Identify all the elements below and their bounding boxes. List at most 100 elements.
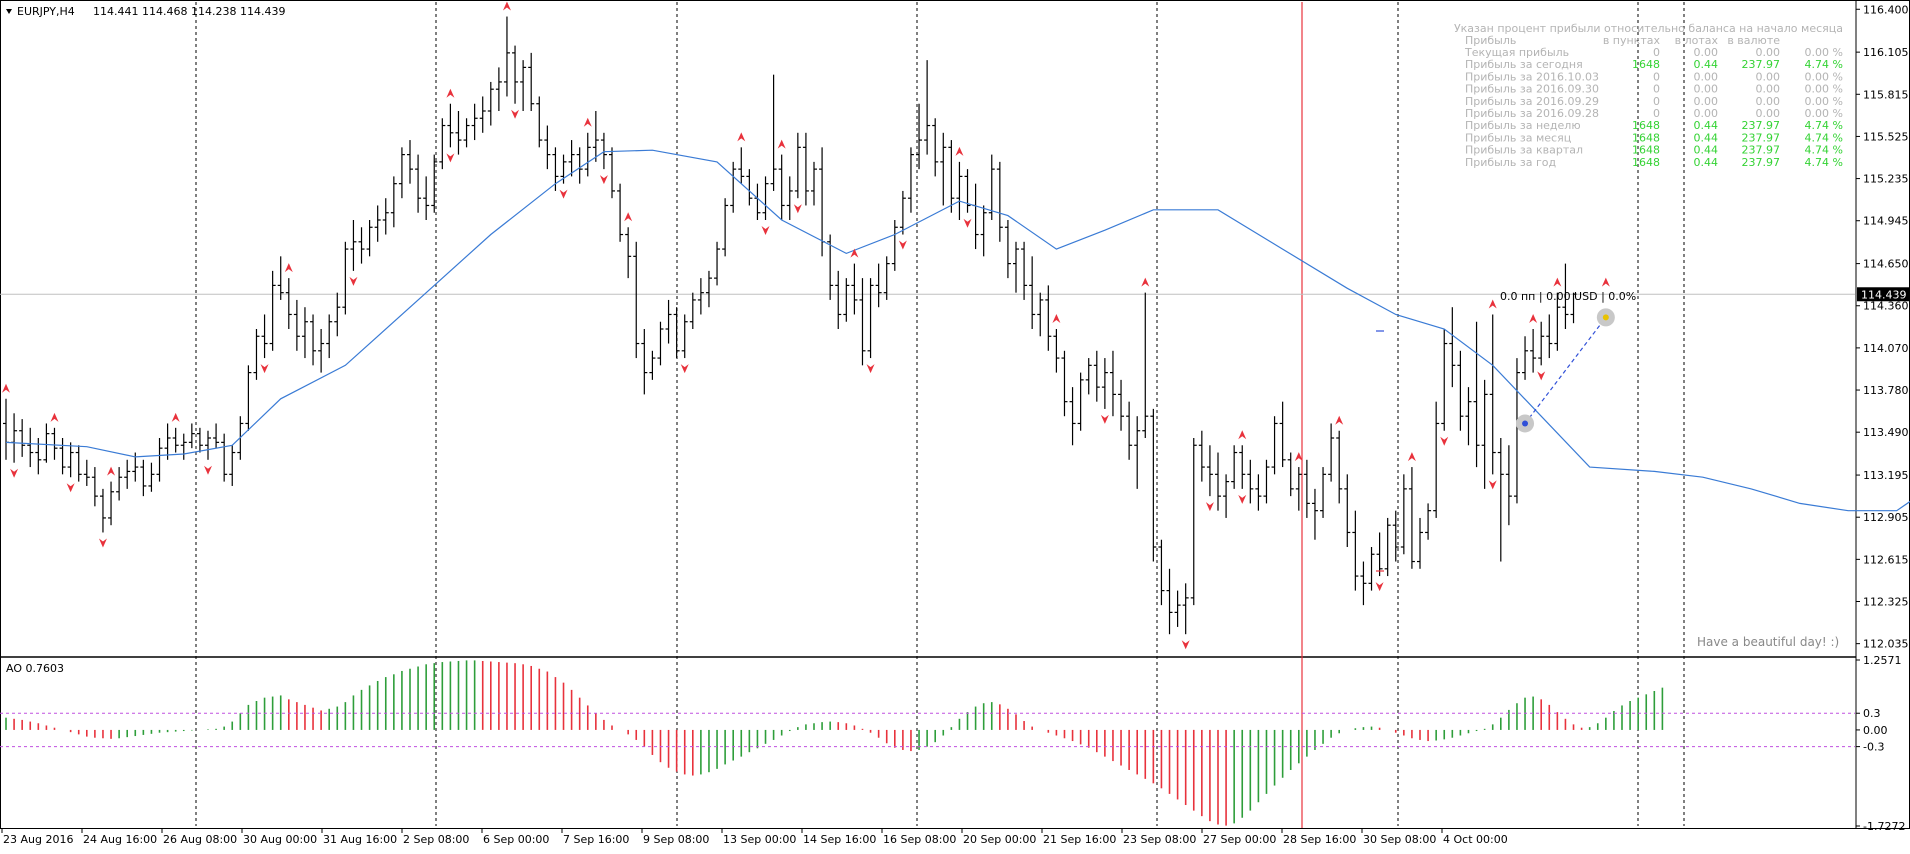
stats-row-currency: 0.00	[1756, 46, 1781, 59]
ohlc-bar	[1513, 358, 1520, 504]
ohlc-bar	[19, 419, 26, 457]
time-tick-label: 16 Sep 08:00	[883, 833, 956, 846]
fractal-down-arrow	[599, 175, 608, 185]
stats-row-label: Прибыль за месяц	[1465, 131, 1571, 144]
price-tick-label: 114.650	[1863, 258, 1909, 271]
fractal-down-arrow	[10, 468, 19, 478]
chevron-down-icon[interactable]	[6, 9, 12, 14]
stats-row: Прибыль за 2016.10.03 0 0.00 0.00 0.00 %	[1465, 70, 1843, 83]
ohlc-bar	[1538, 321, 1545, 366]
stats-header-cell: Прибыль	[1465, 34, 1516, 47]
stats-row-percent: 0.00 %	[1805, 107, 1843, 120]
ao-tick-label: 1.2571	[1863, 654, 1902, 667]
ohlc-bar	[269, 270, 276, 351]
ohlc-bar	[1279, 401, 1286, 468]
price-tick-label: 112.905	[1863, 511, 1909, 524]
stats-row-lots: 0.44	[1694, 144, 1719, 157]
fractal-down-arrow	[559, 189, 568, 199]
stats-row-percent: 0.00 %	[1805, 83, 1843, 96]
ohlc-bar	[310, 314, 317, 366]
ohlc-bar	[59, 438, 66, 475]
profit-stats-panel: Указан процент прибыли относительно бала…	[1454, 22, 1843, 169]
time-tick-label: 2 Sep 08:00	[403, 833, 469, 846]
stats-row: Прибыль за квартал 1648 0.44 237.97 4.74 %	[1465, 144, 1843, 157]
pnl-summary-label: 0.0 пп | 0.00 USD | 0.0%	[1500, 290, 1636, 303]
ohlc-bar	[205, 430, 211, 460]
ohlc-bar	[520, 60, 527, 111]
ao-tick-label: -1.7272	[1863, 820, 1905, 833]
time-tick-label: 30 Sep 08:00	[1363, 833, 1436, 846]
ohlc-bar	[1190, 438, 1197, 606]
ohlc-bar	[1554, 292, 1561, 351]
ohlc-bar	[1150, 408, 1157, 562]
ohlc-bar	[1287, 452, 1294, 497]
chart-frame	[0, 0, 1910, 829]
ohlc-bar	[172, 427, 179, 453]
ohlc-bar	[124, 459, 131, 489]
ohlc-bar	[213, 423, 220, 449]
ohlc-bar	[1263, 459, 1270, 504]
ohlc-bar	[762, 176, 769, 220]
ohlc-bar	[940, 132, 947, 206]
fractal-up-arrow	[171, 412, 180, 422]
ohlc-bar	[722, 198, 729, 257]
ohlc-bar	[1489, 314, 1496, 475]
fractal-up-arrow	[1141, 277, 1150, 287]
stats-row-percent: 4.74 %	[1805, 119, 1843, 132]
stats-row-currency: 0.00	[1756, 83, 1781, 96]
fractal-down-arrow	[98, 538, 107, 548]
ohlc-bar	[730, 161, 737, 213]
time-tick-label: 13 Sep 00:00	[723, 833, 796, 846]
ohlc-bar	[1522, 336, 1529, 380]
ohlc-bar	[811, 161, 817, 206]
fractal-up-arrow	[1294, 452, 1303, 462]
ohlc-values-label: 114.441 114.468 114.238 114.439	[93, 5, 285, 18]
fractal-down-arrow	[1488, 480, 1497, 490]
ohlc-bar	[277, 256, 284, 300]
fractal-up-arrow	[737, 132, 746, 142]
ohlc-bar	[665, 299, 672, 344]
ohlc-bar	[1441, 329, 1448, 431]
ohlc-bar	[366, 220, 373, 257]
ohlc-bar	[1004, 220, 1011, 279]
ohlc-bar	[641, 329, 648, 395]
stats-row-lots: 0.44	[1694, 119, 1719, 132]
ohlc-bar	[1118, 379, 1125, 431]
ohlc-bar	[1497, 438, 1504, 562]
price-tick-label: 112.615	[1863, 553, 1909, 566]
ohlc-bar	[980, 205, 987, 257]
time-tick-label: 23 Aug 2016	[3, 833, 73, 846]
fractal-up-arrow	[1529, 314, 1538, 323]
ohlc-bar	[415, 154, 422, 213]
stats-row-label: Прибыль за неделю	[1465, 119, 1581, 132]
ohlc-bar	[1562, 263, 1569, 329]
ohlc-bar	[1206, 445, 1213, 497]
ohlc-bar	[1021, 241, 1028, 300]
stats-row: Прибыль за 2016.09.30 0 0.00 0.00 0.00 %	[1465, 83, 1843, 96]
ohlc-bar	[1239, 445, 1246, 489]
ohlc-bar	[770, 74, 777, 191]
ohlc-bar	[536, 96, 543, 148]
stats-row-label: Прибыль за сегодня	[1465, 58, 1583, 71]
stats-row-percent: 0.00 %	[1805, 95, 1843, 108]
ohlc-bar	[786, 176, 793, 220]
time-tick-label: 31 Aug 16:00	[323, 833, 397, 846]
ohlc-bar	[1126, 401, 1133, 460]
ohlc-bar	[1449, 307, 1456, 388]
stats-row-lots: 0.44	[1694, 58, 1719, 71]
trade-entry-marker	[1522, 420, 1529, 427]
ohlc-bar	[431, 154, 438, 213]
stats-row-points: 0	[1653, 107, 1660, 120]
time-tick-label: 23 Sep 08:00	[1123, 833, 1196, 846]
ohlc-bar	[851, 263, 858, 315]
symbol-header: EURJPY,H4 114.441 114.468 114.238 114.439	[6, 5, 285, 18]
stats-header-cell: в валюте	[1727, 34, 1780, 47]
moving-average-line	[5, 149, 1910, 512]
stats-row-percent: 4.74 %	[1805, 144, 1843, 157]
ohlc-bar	[794, 132, 801, 199]
ohlc-bar	[649, 350, 656, 380]
ohlc-bar	[673, 307, 680, 359]
stats-row-currency: 0.00	[1756, 95, 1781, 108]
